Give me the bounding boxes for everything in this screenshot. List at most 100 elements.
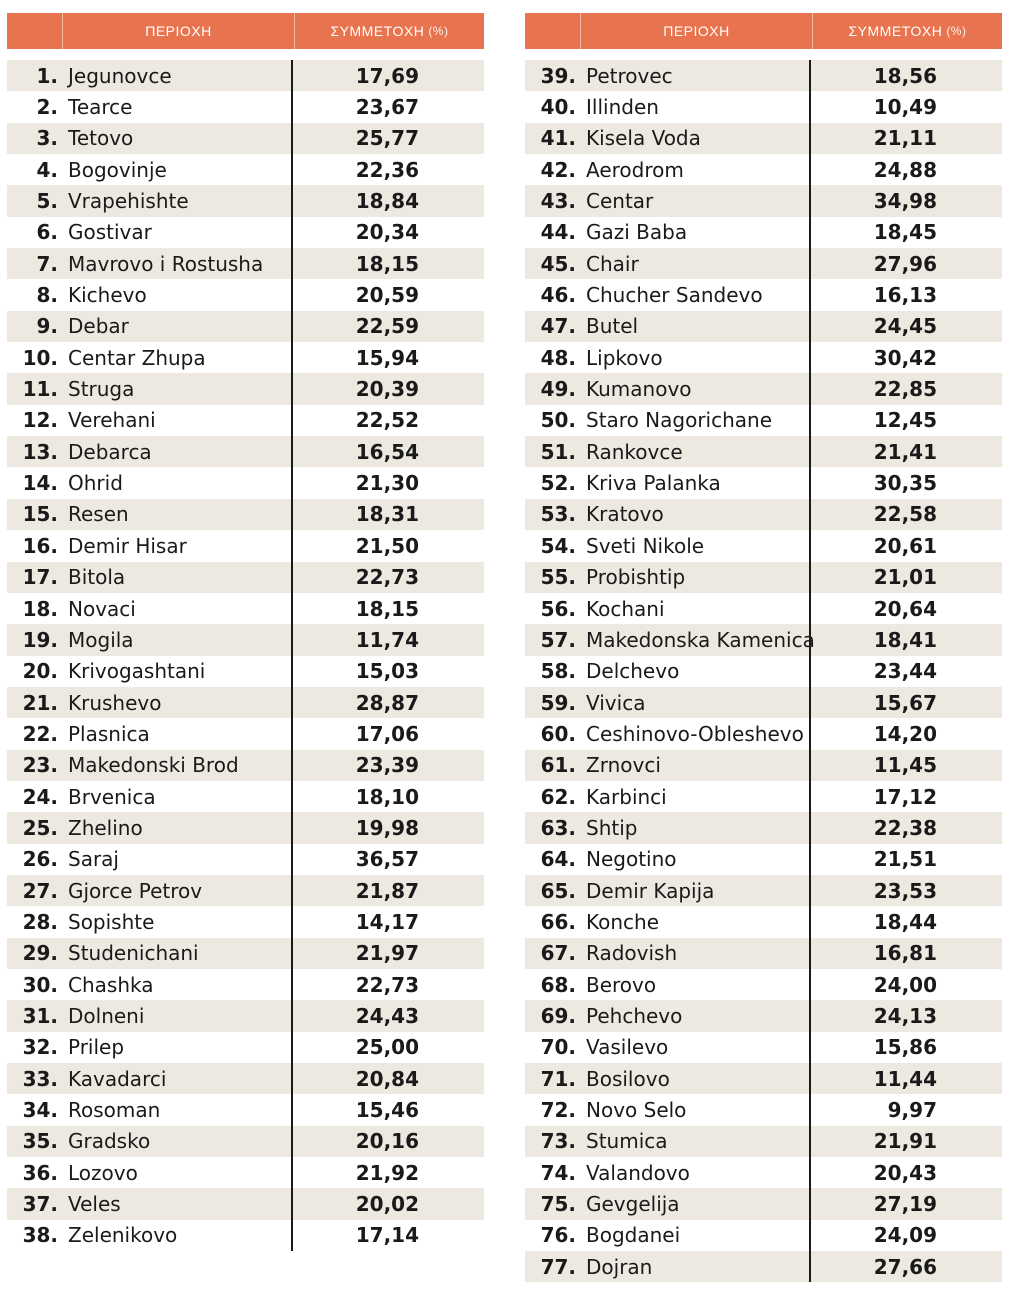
participation-value: 20,61 xyxy=(873,533,937,558)
row-number: 58. xyxy=(540,659,576,684)
table-row: 8. Kichevo 20,59 xyxy=(7,279,484,311)
participation-value: 18,15 xyxy=(355,251,419,276)
table-left: ΠΕΡΙΟΧΗ ΣΥΜΜΕΤΟΧΗ (%) 1. Jegunovce 17,69 2.… xyxy=(7,13,484,1252)
municipality-name: Brvenica xyxy=(62,780,293,813)
municipality-name: Bosilovo xyxy=(580,1063,811,1095)
table-row: 21. Krushevo 28,87 xyxy=(7,686,484,719)
participation-value: 20,84 xyxy=(355,1066,419,1091)
row-number: 61. xyxy=(540,753,576,778)
table-row: 25. Zhelino 19,98 xyxy=(7,812,484,844)
municipality-name: Gradsko xyxy=(62,1125,293,1158)
participation-value: 22,73 xyxy=(355,565,419,590)
participation-value: 20,02 xyxy=(355,1192,419,1217)
row-number: 63. xyxy=(540,815,576,840)
row-number: 57. xyxy=(540,627,576,652)
row-number: 16. xyxy=(22,533,58,558)
table-row: 33. Kavadarci 20,84 xyxy=(7,1063,484,1095)
participation-value: 12,45 xyxy=(873,408,937,433)
row-number: 34. xyxy=(22,1098,58,1123)
municipality-name: Ceshinovo-Obleshevo xyxy=(580,718,811,750)
row-number: 18. xyxy=(22,596,58,621)
participation-value: 17,69 xyxy=(355,63,419,88)
municipality-name: Zrnovci xyxy=(580,749,811,781)
table-row: 13. Debarca 16,54 xyxy=(7,436,484,468)
table-row: 18. Novaci 18,15 xyxy=(7,592,484,625)
municipality-name: Dolneni xyxy=(62,1000,293,1032)
table-row: 27. Gjorce Petrov 21,87 xyxy=(7,874,484,907)
table-row: 60. Ceshinovo-Obleshevo 14,20 xyxy=(525,718,1002,750)
municipality-name: Prilep xyxy=(62,1031,293,1063)
municipality-name: Sveti Nikole xyxy=(580,530,811,562)
municipality-name: Negotino xyxy=(580,843,811,875)
municipality-name: Probishtip xyxy=(580,561,811,593)
participation-value: 24,13 xyxy=(873,1003,937,1028)
participation-value: 23,67 xyxy=(355,95,419,120)
table-row: 52. Kriva Palanka 30,35 xyxy=(525,467,1002,499)
municipality-name: Chair xyxy=(580,248,811,280)
table-row: 34. Rosoman 15,46 xyxy=(7,1094,484,1126)
participation-value: 15,46 xyxy=(355,1098,419,1123)
table-row: 6. Gostivar 20,34 xyxy=(7,216,484,249)
participation-value: 24,00 xyxy=(873,972,937,997)
table-row: 17. Bitola 22,73 xyxy=(7,561,484,593)
table-row: 59. Vivica 15,67 xyxy=(525,686,1002,719)
participation-value: 18,15 xyxy=(355,596,419,621)
header-participation: ΣΥΜΜΕΤΟΧΗ (%) xyxy=(295,13,484,49)
municipality-name: Stumica xyxy=(580,1125,811,1158)
row-number: 70. xyxy=(540,1035,576,1060)
participation-value: 25,00 xyxy=(355,1035,419,1060)
table-row: 61. Zrnovci 11,45 xyxy=(525,749,1002,781)
row-number: 46. xyxy=(540,283,576,308)
row-number: 30. xyxy=(22,972,58,997)
row-number: 32. xyxy=(22,1035,58,1060)
row-number: 13. xyxy=(22,439,58,464)
participation-value: 20,64 xyxy=(873,596,937,621)
participation-value: 15,86 xyxy=(873,1035,937,1060)
participation-value: 18,44 xyxy=(873,909,937,934)
municipality-name: Zelenikovo xyxy=(62,1219,293,1252)
participation-value: 17,12 xyxy=(873,784,937,809)
table-row: 64. Negotino 21,51 xyxy=(525,843,1002,875)
table-row: 73. Stumica 21,91 xyxy=(525,1125,1002,1158)
municipality-name: Centar Zhupa xyxy=(62,342,293,374)
table-row: 23. Makedonski Brod 23,39 xyxy=(7,749,484,781)
table-row: 51. Rankovce 21,41 xyxy=(525,436,1002,468)
table-row: 20. Krivogashtani 15,03 xyxy=(7,655,484,687)
participation-value: 23,53 xyxy=(873,878,937,903)
municipality-name: Lipkovo xyxy=(580,342,811,374)
table-row: 38. Zelenikovo 17,14 xyxy=(7,1219,484,1252)
participation-value: 21,92 xyxy=(355,1160,419,1185)
row-number: 8. xyxy=(36,283,58,308)
municipality-name: Valandovo xyxy=(580,1157,811,1189)
table-row: 45. Chair 27,96 xyxy=(525,248,1002,280)
row-number: 29. xyxy=(22,941,58,966)
municipality-name: Delchevo xyxy=(580,655,811,687)
table-row: 28. Sopishte 14,17 xyxy=(7,906,484,938)
table-row: 68. Berovo 24,00 xyxy=(525,968,1002,1001)
row-number: 27. xyxy=(22,878,58,903)
participation-value: 15,94 xyxy=(355,345,419,370)
participation-value: 15,03 xyxy=(355,659,419,684)
table-row: 46. Chucher Sandevo 16,13 xyxy=(525,279,1002,311)
row-number: 51. xyxy=(540,439,576,464)
table-row: 41. Kisela Voda 21,11 xyxy=(525,122,1002,155)
table-row: 44. Gazi Baba 18,45 xyxy=(525,216,1002,249)
municipality-name: Jegunovce xyxy=(62,60,293,92)
row-number: 22. xyxy=(22,721,58,746)
participation-value: 28,87 xyxy=(355,690,419,715)
municipality-name: Novaci xyxy=(62,592,293,625)
row-number: 7. xyxy=(36,251,58,276)
row-number: 55. xyxy=(540,565,576,590)
municipality-name: Kriva Palanka xyxy=(580,467,811,499)
table-row: 62. Karbinci 17,12 xyxy=(525,780,1002,813)
table-body: 1. Jegunovce 17,69 2. Tearce 23,67 3. Tetovo 25,… xyxy=(7,60,484,1252)
participation-value: 22,36 xyxy=(355,157,419,182)
municipality-name: Kavadarci xyxy=(62,1063,293,1095)
participation-value: 9,97 xyxy=(887,1098,937,1123)
row-number: 75. xyxy=(540,1192,576,1217)
municipality-name: Veles xyxy=(62,1188,293,1220)
participation-value: 15,67 xyxy=(873,690,937,715)
municipality-name: Vrapehishte xyxy=(62,185,293,217)
municipality-name: Sopishte xyxy=(62,906,293,938)
header-region: ΠΕΡΙΟΧΗ xyxy=(63,13,295,49)
